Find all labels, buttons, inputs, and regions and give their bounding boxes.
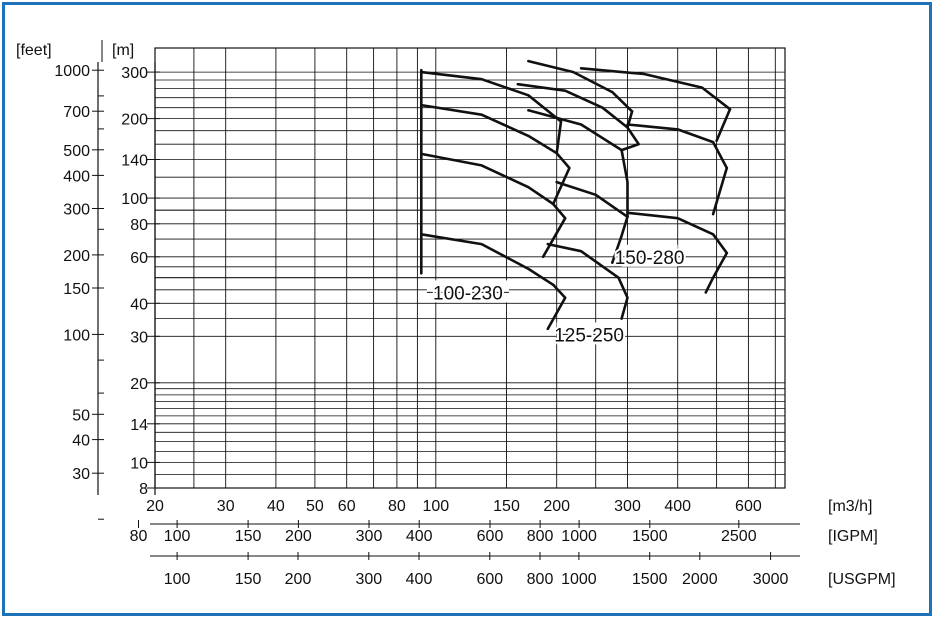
igpm-tick-label: 100	[164, 528, 191, 545]
igpm-tick-label: 1500	[632, 528, 668, 545]
metre-tick-label: 100	[121, 191, 148, 208]
igpm-tick-label: 300	[356, 528, 383, 545]
feet-tick-label: 1000	[54, 63, 90, 80]
x-tick-label: 150	[493, 498, 520, 515]
x-tick-label: 300	[614, 498, 641, 515]
feet-tick-label: 400	[63, 168, 90, 185]
usgpm-tick-label: 300	[355, 571, 382, 588]
x-unit-label: [m3/h]	[828, 498, 872, 515]
pump-label-text: 125-250	[554, 325, 624, 346]
usgpm-tick-label: 600	[476, 571, 503, 588]
igpm-unit-label: [IGPM]	[828, 528, 878, 545]
pump-curve	[611, 215, 629, 264]
feet-tick-label: 30	[72, 466, 90, 483]
pump-curve	[527, 59, 634, 113]
metre-tick-label: 20	[130, 376, 148, 393]
pump-curve	[704, 251, 729, 294]
pump-label-text: 100-230	[433, 283, 503, 304]
pump-curve	[711, 166, 729, 216]
usgpm-tick-label: 150	[235, 571, 262, 588]
usgpm-tick-label: 800	[527, 571, 554, 588]
x-tick-label: 80	[388, 498, 406, 515]
usgpm-tick-label: 100	[164, 571, 191, 588]
pump-curve	[620, 126, 640, 152]
metre-tick-label: 300	[121, 65, 148, 82]
x-tick-label: 600	[735, 498, 762, 515]
x-tick-label: 400	[664, 498, 691, 515]
feet-tick-label: 500	[63, 143, 90, 160]
usgpm-tick-label: 2000	[682, 571, 718, 588]
pump-curve	[555, 180, 629, 219]
metre-tick-label: 60	[130, 250, 148, 267]
igpm-tick-label: 80	[130, 528, 148, 545]
x-tick-label: 100	[422, 498, 449, 515]
pump-curve	[516, 82, 629, 129]
pump-curve	[620, 148, 629, 219]
pump-curve	[546, 242, 620, 279]
pump-curve	[420, 233, 555, 287]
pump-label-background	[556, 322, 622, 345]
igpm-tick-label: 800	[527, 528, 554, 545]
usgpm-tick-label: 1500	[632, 571, 668, 588]
pump-curve	[420, 103, 558, 155]
metre-tick-label: 200	[121, 112, 148, 129]
pump-curve	[555, 120, 563, 155]
usgpm-tick-label: 3000	[753, 571, 789, 588]
x-tick-label: 30	[217, 498, 235, 515]
pump-curve	[715, 107, 732, 142]
pump-label-background	[621, 244, 678, 267]
pump-label-text: 150-280	[615, 248, 685, 269]
metre-tick-label: 14	[130, 417, 148, 434]
x-tick-label: 60	[338, 498, 356, 515]
igpm-tick-label: 600	[477, 528, 504, 545]
pump-curve	[617, 276, 629, 320]
pump-curve	[541, 202, 567, 259]
igpm-tick-label: 200	[285, 528, 312, 545]
feet-tick-label: 150	[63, 281, 90, 298]
pump-curve	[546, 283, 567, 331]
feet-unit-label: [feet]	[16, 42, 52, 59]
feet-tick-label: 300	[63, 202, 90, 219]
usgpm-tick-label: 400	[406, 571, 433, 588]
pump-curve	[420, 70, 563, 123]
metre-unit-label: [m]	[112, 42, 134, 59]
feet-tick-label: 50	[72, 407, 90, 424]
metre-tick-label: 30	[130, 329, 148, 346]
metre-tick-label: 40	[130, 296, 148, 313]
usgpm-tick-label: 200	[285, 571, 312, 588]
pump-curve	[626, 211, 729, 255]
igpm-tick-label: 1000	[561, 528, 597, 545]
igpm-tick-label: 400	[406, 528, 433, 545]
pump-curve	[551, 151, 571, 206]
feet-tick-label: 100	[63, 327, 90, 344]
pump-curve	[420, 152, 555, 206]
feet-tick-label: 700	[63, 104, 90, 121]
metre-tick-label: 140	[121, 153, 148, 170]
metre-tick-label: 10	[130, 455, 148, 472]
usgpm-tick-label: 1000	[561, 571, 597, 588]
x-tick-label: 50	[306, 498, 324, 515]
metre-tick-label: 80	[130, 217, 148, 234]
pump-curve	[527, 109, 623, 152]
pump-curve	[626, 123, 729, 170]
pump-curve	[579, 67, 732, 111]
usgpm-unit-label: [USGPM]	[828, 571, 896, 588]
igpm-tick-label: 150	[235, 528, 262, 545]
igpm-tick-label: 2500	[721, 528, 757, 545]
pump-label-background	[426, 280, 509, 303]
feet-tick-label: 200	[63, 248, 90, 265]
x-tick-label: 200	[543, 498, 570, 515]
x-tick-label: 20	[146, 498, 164, 515]
x-tick-label: 40	[267, 498, 285, 515]
feet-tick-label: 40	[72, 433, 90, 450]
metre-tick-label: 8	[139, 481, 148, 498]
